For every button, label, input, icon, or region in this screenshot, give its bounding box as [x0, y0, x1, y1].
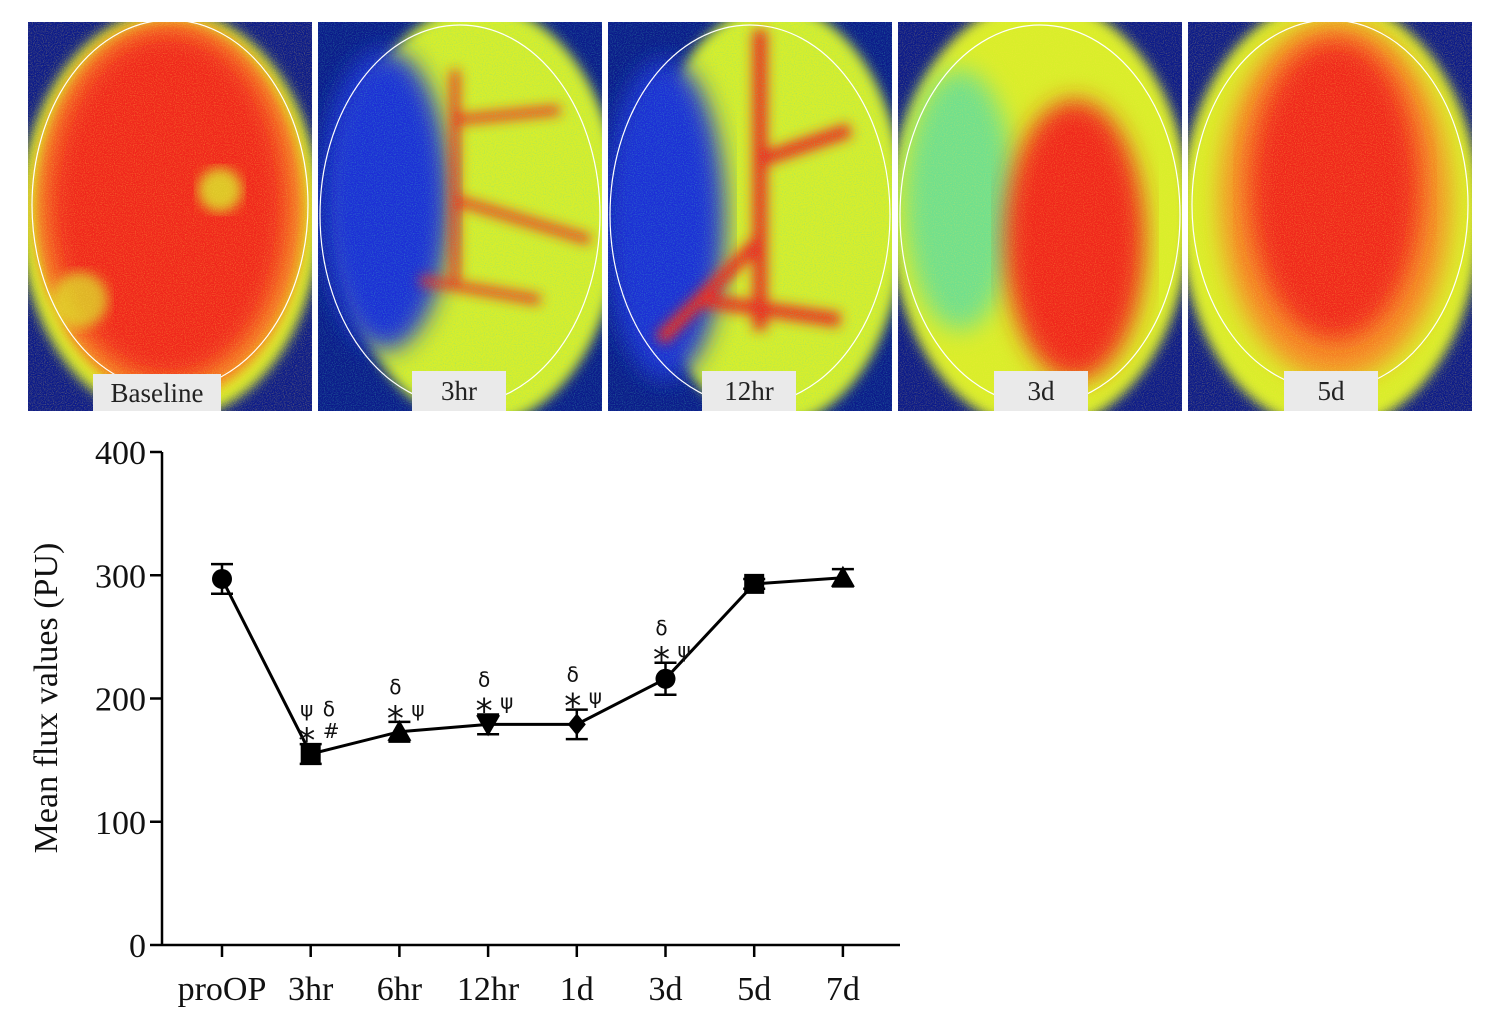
data-point-5d — [744, 573, 765, 594]
speckle-panel-5d: 5d — [1188, 22, 1472, 411]
significance-annotations: *ψ#δ *δψ *δψ *δψ*δψ — [298, 616, 691, 761]
flux-line-chart: 0 100 200 300 400 proOP 3hr 6hr 12hr 1d 3d 5d 7d Me… — [28, 435, 900, 1008]
significance-side: ψ — [411, 697, 424, 721]
speckle-panel-12hr: 12hr — [608, 22, 892, 411]
x-tick-label: 7d — [826, 971, 860, 1008]
series-line — [220, 576, 844, 756]
y-axis-label: Mean flux values (PU) — [28, 543, 65, 854]
data-point-3d — [655, 668, 676, 689]
panel-speckle — [898, 22, 1182, 411]
significance-top: δ — [478, 668, 490, 692]
panel-label-box — [93, 374, 221, 411]
y-tick-label: 100 — [95, 805, 146, 842]
significance-star: * — [564, 687, 581, 727]
panel-label: 3hr — [441, 376, 477, 406]
significance-side: ψ — [678, 638, 691, 662]
panel-speckle — [28, 22, 312, 411]
speckle-image-strip: Baseline 3hr 12hr — [28, 22, 1472, 411]
x-tick-label: 3d — [649, 971, 683, 1008]
data-point-12hr — [476, 715, 501, 737]
panel-label: 3d — [1028, 376, 1056, 406]
x-tick-label: 6hr — [377, 971, 423, 1008]
y-ticks: 0 100 200 300 400 — [95, 435, 162, 965]
significance-star: * — [653, 640, 670, 680]
y-tick-label: 300 — [95, 558, 146, 595]
significance-side: ψ — [589, 685, 602, 709]
data-point-1d — [567, 713, 586, 736]
panel-label-box — [1284, 371, 1378, 411]
significance-star: * — [298, 721, 315, 761]
data-point-proOP — [212, 568, 232, 589]
panel-label: 5d — [1318, 376, 1346, 406]
speckle-panel-baseline: Baseline — [28, 22, 312, 411]
panel-speckle — [1188, 22, 1472, 411]
y-tick-label: 200 — [95, 682, 146, 719]
significance-star: * — [476, 692, 493, 732]
speckle-panel-3d: 3d — [898, 22, 1182, 411]
panel-label-box — [702, 371, 796, 411]
panel-label: Baseline — [111, 378, 204, 408]
series-mean-flux — [211, 562, 855, 766]
x-tick-label: 5d — [737, 971, 771, 1008]
x-tick-label: 3hr — [288, 971, 334, 1008]
data-point-6hr — [387, 719, 412, 741]
data-point-3hr — [300, 743, 321, 764]
significance-side: # — [323, 719, 340, 743]
panel-speckle — [608, 22, 892, 411]
x-tick-label: 12hr — [457, 971, 520, 1008]
y-tick-label: 400 — [95, 435, 146, 472]
x-ticks: proOP 3hr 6hr 12hr 1d 3d 5d 7d — [178, 945, 860, 1008]
speckle-panel-3hr: 3hr — [318, 22, 602, 411]
significance-star: * — [387, 699, 404, 739]
significance-top: ψ — [300, 697, 313, 721]
panel-label: 12hr — [724, 376, 774, 406]
panel-speckle — [318, 22, 602, 411]
x-tick-label: 1d — [560, 971, 594, 1008]
panel-label-box — [994, 371, 1088, 411]
significance-top: δ — [567, 663, 579, 687]
significance-side-top: δ — [323, 697, 335, 721]
significance-top: δ — [655, 616, 667, 640]
significance-top: δ — [389, 675, 401, 699]
significance-side: ψ — [500, 690, 513, 714]
data-point-7d — [830, 565, 855, 587]
panel-label-box — [412, 371, 506, 411]
y-tick-label: 0 — [129, 928, 146, 965]
x-tick-label: proOP — [178, 971, 267, 1008]
